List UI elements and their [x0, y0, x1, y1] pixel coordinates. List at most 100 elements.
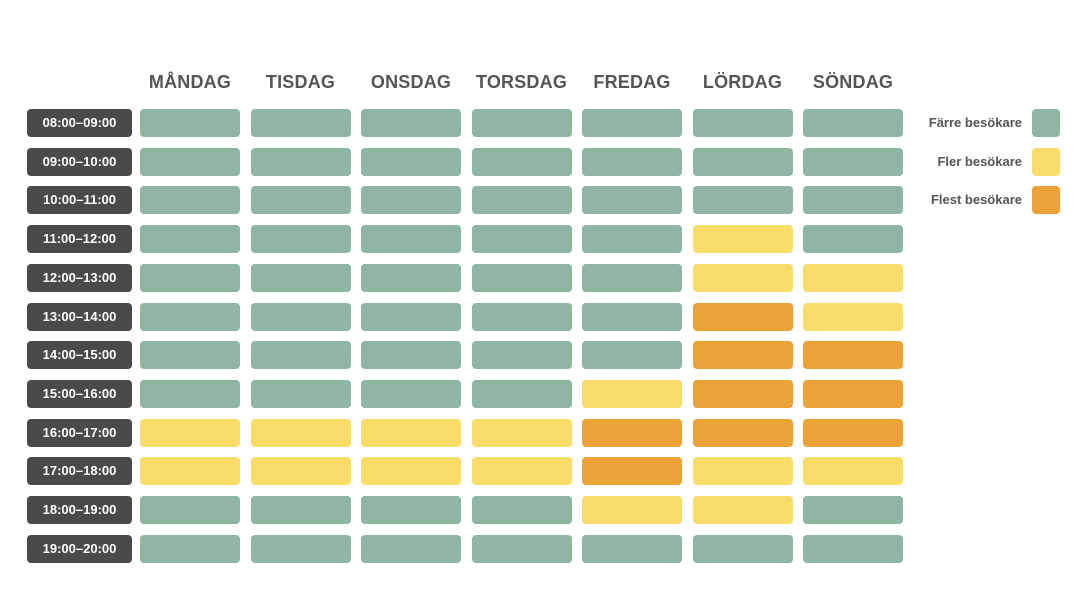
- heatmap-cell: [582, 418, 682, 447]
- heatmap-cell: [140, 225, 240, 254]
- heatmap-cell: [361, 457, 461, 486]
- heatmap-cell: [803, 457, 903, 486]
- day-header: SÖNDAG: [812, 72, 894, 92]
- heatmap-cell: [582, 302, 682, 331]
- heatmap-cell: [692, 379, 793, 408]
- legend-swatch: [1032, 186, 1060, 215]
- heatmap-cell: [471, 225, 572, 254]
- heatmap-cell: [140, 109, 240, 137]
- heatmap-cell: [582, 109, 682, 137]
- heatmap-cell: [361, 496, 461, 524]
- heatmap-cell: [692, 263, 793, 292]
- time-slot-label: 17:00–18:00: [27, 457, 132, 486]
- time-slot-label: 16:00–17:00: [27, 418, 132, 447]
- heatmap-cell: [692, 225, 793, 254]
- heatmap-cell: [361, 341, 461, 370]
- heatmap-cell: [250, 534, 351, 563]
- heatmap-cell: [140, 379, 240, 408]
- heatmap-cell: [582, 147, 682, 176]
- heatmap-cell: [140, 534, 240, 563]
- heatmap-cell: [692, 109, 793, 137]
- time-slot-label: 11:00–12:00: [27, 225, 132, 254]
- day-header: TISDAG: [265, 72, 336, 92]
- heatmap-cell: [803, 186, 903, 215]
- time-slot-label: 13:00–14:00: [27, 302, 132, 331]
- heatmap-cell: [361, 534, 461, 563]
- heatmap-cell: [250, 341, 351, 370]
- time-slot-label: 12:00–13:00: [27, 263, 132, 292]
- heatmap-cell: [471, 534, 572, 563]
- time-slot-label: 18:00–19:00: [27, 496, 132, 524]
- heatmap-cell: [250, 109, 351, 137]
- heatmap-cell: [582, 457, 682, 486]
- heatmap-cell: [250, 263, 351, 292]
- heatmap-cell: [140, 302, 240, 331]
- heatmap-cell: [692, 341, 793, 370]
- heatmap-cell: [471, 496, 572, 524]
- heatmap-cell: [361, 263, 461, 292]
- time-slot-label: 08:00–09:00: [27, 109, 132, 137]
- heatmap-cell: [250, 302, 351, 331]
- heatmap-cell: [803, 496, 903, 524]
- heatmap-cell: [471, 457, 572, 486]
- heatmap-cell: [140, 263, 240, 292]
- heatmap-cell: [692, 457, 793, 486]
- time-slot-label: 19:00–20:00: [27, 534, 132, 563]
- heatmap-cell: [803, 302, 903, 331]
- heatmap-cell: [692, 418, 793, 447]
- heatmap-cell: [803, 109, 903, 137]
- heatmap-cell: [692, 496, 793, 524]
- heatmap-cell: [140, 147, 240, 176]
- heatmap-cell: [582, 341, 682, 370]
- heatmap-cell: [250, 186, 351, 215]
- heatmap-cell: [692, 147, 793, 176]
- heatmap-cell: [250, 379, 351, 408]
- heatmap-cell: [803, 225, 903, 254]
- heatmap-cell: [361, 418, 461, 447]
- heatmap-cell: [471, 147, 572, 176]
- heatmap-cell: [582, 379, 682, 408]
- heatmap-cell: [250, 418, 351, 447]
- time-slot-label: 14:00–15:00: [27, 341, 132, 370]
- day-header: LÖRDAG: [702, 72, 783, 92]
- heatmap-cell: [250, 457, 351, 486]
- time-slot-label: 15:00–16:00: [27, 379, 132, 408]
- legend-swatch: [1032, 109, 1060, 137]
- heatmap-cell: [140, 418, 240, 447]
- heatmap-cell: [582, 534, 682, 563]
- time-slot-label: 10:00–11:00: [27, 186, 132, 215]
- heatmap-cell: [361, 186, 461, 215]
- legend-swatch: [1032, 147, 1060, 176]
- heatmap-cell: [803, 534, 903, 563]
- heatmap-cell: [582, 496, 682, 524]
- heatmap-cell: [803, 147, 903, 176]
- heatmap-cell: [582, 225, 682, 254]
- heatmap-cell: [250, 147, 351, 176]
- heatmap-cell: [471, 379, 572, 408]
- legend-label: Fler besökare: [937, 153, 1022, 169]
- heatmap-cell: [471, 109, 572, 137]
- day-header: ONSDAG: [370, 72, 452, 92]
- legend-label: Färre besökare: [928, 115, 1022, 130]
- heatmap-cell: [140, 341, 240, 370]
- heatmap-cell: [582, 186, 682, 215]
- heatmap-cell: [361, 109, 461, 137]
- heatmap-cell: [361, 225, 461, 254]
- heatmap-cell: [361, 147, 461, 176]
- heatmap-cell: [471, 302, 572, 331]
- heatmap-cell: [471, 186, 572, 215]
- heatmap-cell: [471, 418, 572, 447]
- heatmap-cell: [361, 302, 461, 331]
- heatmap-cell: [692, 186, 793, 215]
- heatmap-cell: [250, 496, 351, 524]
- heatmap-cell: [582, 263, 682, 292]
- heatmap-cell: [692, 302, 793, 331]
- legend-label: Flest besökare: [930, 192, 1022, 208]
- day-header: MÅNDAG: [148, 72, 232, 92]
- heatmap-cell: [471, 341, 572, 370]
- heatmap-cell: [803, 418, 903, 447]
- day-header: FREDAG: [593, 72, 671, 92]
- heatmap-cell: [803, 379, 903, 408]
- heatmap-cell: [140, 186, 240, 215]
